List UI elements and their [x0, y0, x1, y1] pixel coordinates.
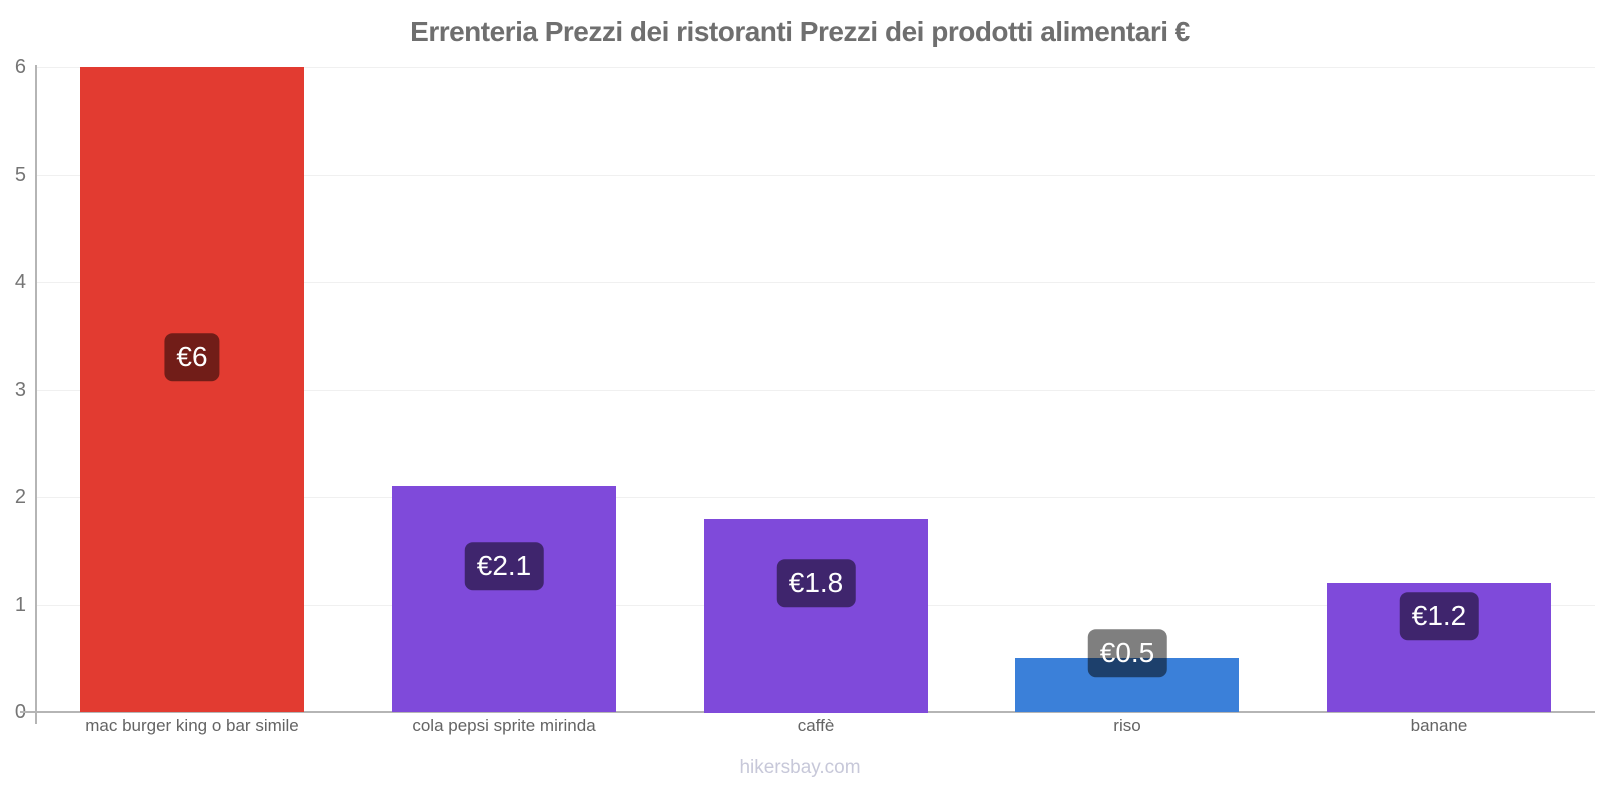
x-tick-label: banane: [1410, 716, 1468, 735]
bar-value-label: €1.8: [776, 559, 856, 607]
y-tick-label: 2: [14, 486, 26, 508]
bar: [704, 519, 928, 713]
gridline: [36, 175, 1595, 176]
y-tick-label: 3: [14, 379, 26, 401]
y-tick-label: 1: [14, 594, 26, 616]
bar-value-label: €2.1: [464, 542, 544, 590]
chart-title: Errenteria Prezzi dei ristoranti Prezzi …: [410, 16, 1190, 47]
bar: [392, 486, 616, 712]
watermark: hikersbay.com: [739, 757, 861, 778]
bar-value-label: €6: [164, 333, 220, 381]
bar: [80, 67, 304, 712]
y-tick-label: 6: [14, 56, 26, 78]
y-tick-label: 4: [14, 271, 26, 293]
x-tick-label: caffè: [797, 716, 835, 735]
gridline: [36, 67, 1595, 68]
x-tick-label: cola pepsi sprite mirinda: [412, 716, 596, 735]
gridline: [36, 282, 1595, 283]
gridline: [36, 497, 1595, 498]
gridline: [36, 390, 1595, 391]
bar-value-label: €0.5: [1087, 629, 1167, 677]
x-tick-label: mac burger king o bar simile: [85, 716, 299, 735]
y-axis-line: [35, 65, 37, 724]
x-tick-label: riso: [1113, 716, 1141, 735]
y-tick-label: 5: [14, 164, 26, 186]
bar-value-label: €1.2: [1399, 592, 1479, 640]
